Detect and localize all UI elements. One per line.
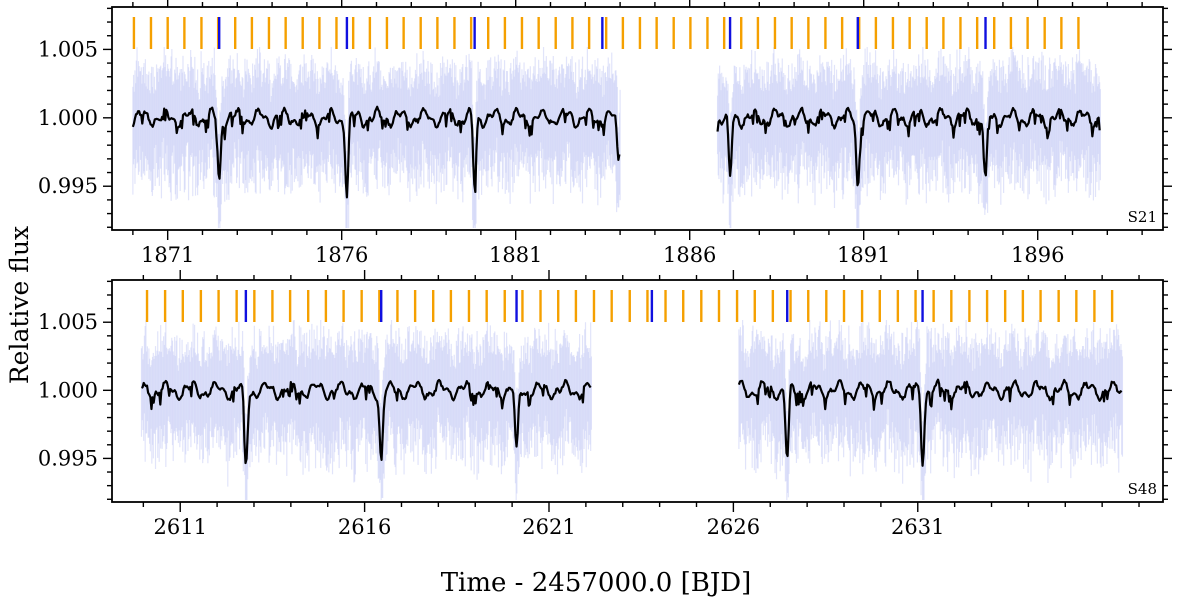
- y-tick-label: 1.000: [38, 106, 98, 130]
- binned-flux-line-segment: [737, 378, 1123, 467]
- y-tick-label: 0.995: [38, 446, 98, 470]
- y-axis-label: Relative flux: [5, 226, 34, 384]
- sector-label: S21: [1128, 208, 1157, 226]
- y-tick-label: 0.995: [38, 174, 98, 198]
- x-tick-label: 1881: [489, 243, 542, 267]
- panel-s21: 0.995 1.000 1.005 1871 1876 1881 1886 1891 1896 S…: [38, 0, 1172, 267]
- panel-s48: 0.995 1.000 1.005 2611 2616 2621 2626 2631 S48: [38, 270, 1172, 539]
- x-tick-label: 1896: [1011, 243, 1064, 267]
- y-tick-label: 1.000: [38, 378, 98, 402]
- x-tick-label: 1891: [837, 243, 890, 267]
- binned-flux-series: [140, 378, 1123, 467]
- x-tick-label: 2611: [153, 515, 206, 539]
- binned-flux-line-segment: [131, 105, 621, 199]
- x-tick-label: 1871: [141, 243, 194, 267]
- y-tick-label: 1.005: [38, 310, 98, 334]
- sector-label: S48: [1128, 480, 1157, 498]
- x-axis-label: Time - 2457000.0 [BJD]: [441, 568, 752, 598]
- raw-flux-band: [140, 320, 1124, 500]
- x-tick-label: 1876: [315, 243, 368, 267]
- binned-flux-line-segment: [140, 378, 592, 465]
- binned-flux-series: [131, 105, 1101, 199]
- x-tick-label: 2626: [707, 515, 760, 539]
- x-tick-label: 2621: [522, 515, 575, 539]
- x-tick-label: 2616: [338, 515, 391, 539]
- x-tick-label: 1886: [663, 243, 716, 267]
- binned-flux-line-segment: [716, 106, 1101, 187]
- raw-flux-band: [132, 47, 1101, 228]
- x-tick-label: 2631: [891, 515, 944, 539]
- y-tick-label: 1.005: [38, 37, 98, 61]
